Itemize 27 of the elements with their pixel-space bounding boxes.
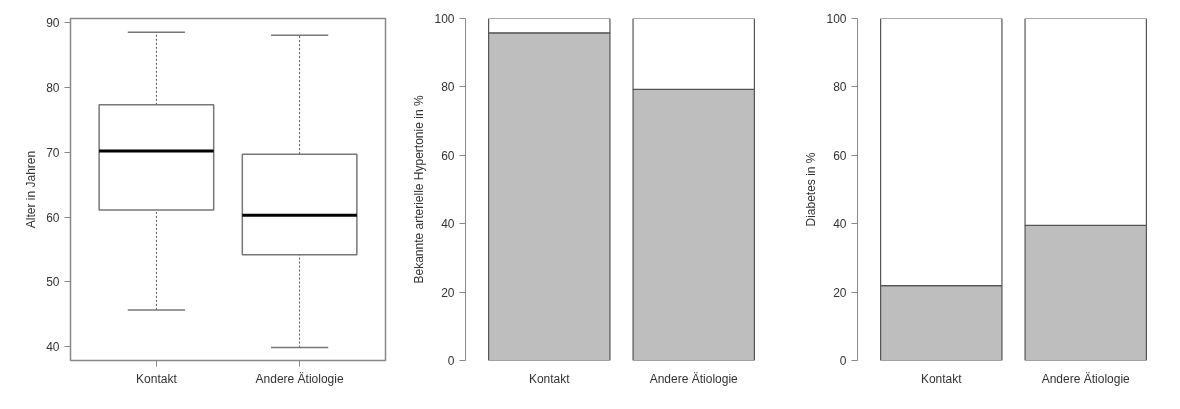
x-tick-label: Kontakt [136, 371, 178, 386]
y-tick-label: 100 [826, 12, 847, 26]
y-tick-label: 60 [46, 210, 60, 225]
y-tick-label: 60 [441, 148, 455, 163]
x-tick-label: Andere Ätiologie [649, 371, 739, 386]
y-tick-label: 80 [833, 80, 847, 95]
y-tick-label: 50 [46, 275, 60, 290]
y-tick-label: 0 [839, 354, 847, 368]
y-tick-label: 0 [447, 354, 455, 368]
y-tick-label: 40 [833, 217, 847, 232]
y-tick-label: 70 [46, 145, 60, 160]
y-tick-label: 20 [441, 285, 455, 300]
x-tick-label: Andere Ätiologie [1041, 371, 1131, 386]
x-tick-label: Kontakt [528, 371, 571, 386]
y-axis-title: Diabetes in % [804, 152, 819, 227]
y-axis-title: Alter in Jahren [24, 150, 39, 229]
y-tick-label: 90 [46, 15, 60, 30]
y-tick-label: 40 [46, 340, 60, 355]
x-tick-label: Kontakt [920, 371, 963, 386]
y-tick-label: 80 [46, 80, 60, 95]
y-tick-label: 60 [833, 148, 847, 163]
y-tick-label: 20 [833, 285, 847, 300]
x-tick-label: Andere Ätiologie [255, 371, 344, 386]
y-tick-label: 40 [441, 217, 455, 232]
y-axis-title: Bekannte arterielle Hypertonie in % [412, 95, 427, 284]
y-tick-label: 80 [441, 80, 455, 95]
y-tick-label: 100 [434, 12, 455, 26]
